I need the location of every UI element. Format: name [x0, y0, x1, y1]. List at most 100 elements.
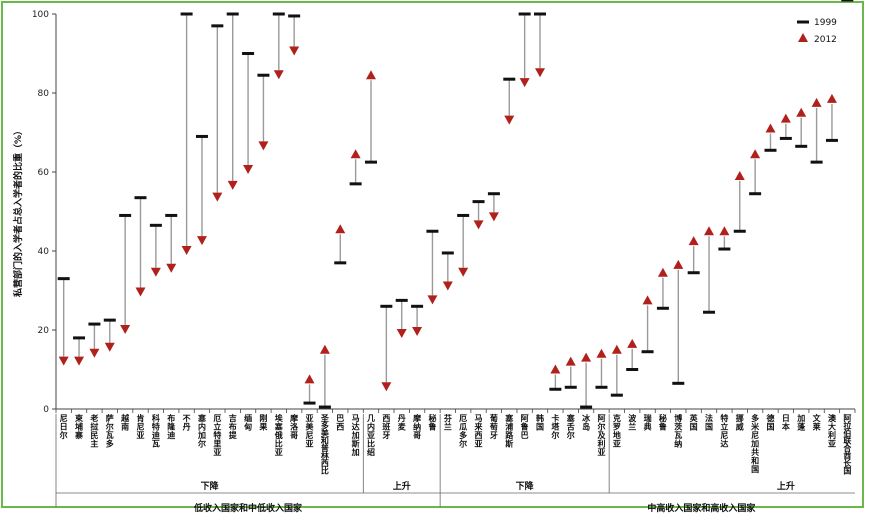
marker-2012 [519, 78, 530, 88]
marker-2012 [227, 180, 238, 190]
category-label: 法国 [705, 413, 713, 432]
marker-2012 [442, 281, 453, 291]
category-label: 老挝民主 [89, 413, 99, 449]
marker-2012 [74, 356, 85, 366]
category-label: 不丹 [182, 414, 191, 432]
category-label: 摩纳哥 [412, 413, 421, 440]
marker-2012 [504, 115, 515, 125]
marker-2012 [581, 352, 592, 362]
y-axis-label: 私营部门的入学者占总入学者的比重（%） [12, 126, 24, 298]
subgroup-label: 上升 [393, 480, 411, 492]
marker-2012 [734, 170, 745, 180]
marker-2012 [273, 70, 284, 80]
marker-2012 [719, 226, 730, 236]
marker-2012 [58, 356, 69, 366]
marker-2012 [488, 212, 499, 222]
category-label: 厄瓜多尔 [458, 414, 467, 449]
marker-2012 [319, 344, 330, 354]
marker-2012 [765, 123, 776, 133]
marker-2012 [89, 348, 100, 358]
subgroup-label: 下降 [201, 480, 220, 492]
category-label: 葡萄牙 [489, 413, 498, 440]
marker-2012 [212, 192, 223, 202]
category-label: 瑞典 [644, 413, 652, 432]
category-label: 越南 [120, 413, 130, 432]
marker-2012 [150, 267, 161, 277]
legend-marker-2012 [798, 33, 808, 42]
category-label: 阿鲁巴 [520, 414, 529, 440]
group-label: 中高收入国家和高收入国家 [647, 502, 756, 513]
category-label: 日本 [781, 414, 790, 432]
subgroup-label: 上升 [777, 480, 795, 492]
marker-2012 [166, 263, 177, 273]
category-label: 几内亚比绍 [366, 414, 375, 457]
marker-2012 [811, 97, 822, 107]
category-label: 西班牙 [382, 414, 390, 440]
marker-2012 [181, 246, 192, 255]
marker-2012 [120, 325, 131, 334]
category-label: 博茨瓦纳 [674, 413, 682, 449]
marker-2012 [365, 70, 376, 80]
category-label: 圣多美和普林西比 [320, 414, 330, 476]
category-label: 缅甸 [243, 413, 252, 432]
marker-2012 [550, 364, 561, 374]
subgroup-label: 下降 [516, 480, 535, 492]
marker-2012 [135, 287, 146, 297]
marker-2012 [458, 267, 469, 277]
category-label: 冰岛 [582, 413, 591, 432]
category-label: 塞舌尔 [566, 413, 576, 440]
category-label: 柬埔寨 [74, 413, 83, 440]
marker-2012 [611, 344, 622, 354]
category-label: 肯尼亚 [137, 413, 145, 440]
marker-2012 [381, 382, 392, 392]
category-label: 布隆迪 [166, 413, 176, 440]
chart-labels: 0 20 40 60 80 100 尼日尔柬埔寨老挝民主萨尔瓦多越南肯尼亚科特迪瓦布隆迪不丹… [32, 10, 853, 513]
y-tick-label-60: 60 [38, 168, 50, 178]
y-tick-label-20: 20 [38, 326, 50, 336]
marker-2012 [688, 236, 699, 246]
marker-2012 [627, 338, 638, 348]
marker-2012 [826, 93, 837, 103]
marker-2012 [243, 165, 254, 175]
chart-marks [57, 0, 854, 409]
marker-2012 [335, 224, 346, 234]
marker-2012 [704, 226, 715, 236]
legend-label-1999: 1999 [814, 18, 837, 28]
marker-2012 [196, 236, 207, 246]
marker-2012 [673, 259, 684, 269]
marker-2012 [258, 141, 269, 151]
category-label: 英国 [689, 413, 699, 432]
category-label: 马达加斯加 [351, 414, 360, 457]
marker-2012 [427, 295, 438, 305]
category-label: 秘鲁 [427, 413, 436, 432]
category-label: 塞内加尔 [197, 413, 207, 449]
marker-2012 [565, 356, 576, 366]
marker-2012 [104, 342, 115, 352]
category-label: 埃塞俄比亚 [274, 413, 284, 457]
y-tick-label-0: 0 [43, 405, 49, 415]
category-label: 阿尔及利亚 [596, 414, 606, 457]
marker-2012 [473, 220, 484, 230]
category-label: 吉布提 [228, 413, 238, 440]
category-label: 波兰 [628, 413, 637, 432]
marker-2012 [396, 328, 407, 338]
category-label: 卡塔尔 [550, 413, 560, 440]
category-label: 尼日尔 [59, 414, 68, 440]
category-label: 科特迪瓦 [152, 413, 160, 449]
category-label: 马来西亚 [474, 414, 484, 449]
marker-2012 [412, 326, 423, 336]
category-label: 厄立特里亚 [213, 414, 221, 457]
legend-label-2012: 2012 [814, 35, 837, 45]
chart-axes [52, 13, 856, 507]
category-label: 文莱 [813, 413, 822, 432]
group-label: 低收入国家和中低收入国家 [193, 502, 303, 513]
y-tick-label-40: 40 [38, 247, 50, 257]
category-label: 多米尼加共和国 [750, 413, 760, 474]
category-label: 德国 [766, 413, 774, 432]
marker-2012 [304, 374, 315, 384]
marker-2012 [289, 46, 300, 56]
legend: 1999 2012 [797, 18, 837, 45]
category-label: 塞浦路斯 [504, 413, 514, 449]
marker-2012 [657, 267, 668, 277]
category-label: 特立尼达 [720, 413, 728, 449]
